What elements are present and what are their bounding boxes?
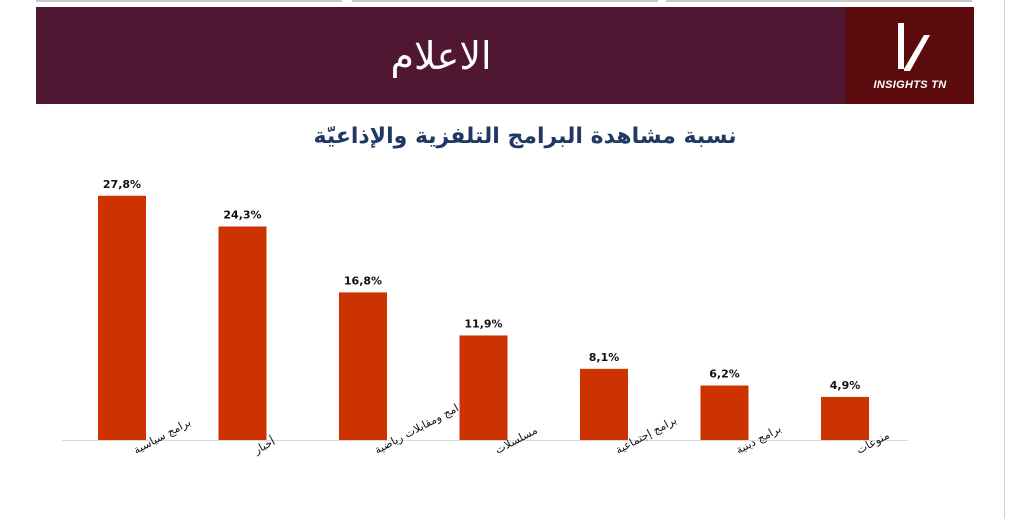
page-title: الاعلام (390, 33, 492, 78)
page-edge (1004, 0, 1005, 519)
data-label: 4,9% (830, 379, 861, 392)
data-label: 8,1% (589, 351, 620, 364)
tab-line (36, 0, 342, 2)
top-tab-strip (0, 0, 1011, 4)
bar (700, 385, 749, 440)
data-label: 24,3% (223, 209, 261, 222)
data-label: 6,2% (709, 368, 740, 381)
insights-logo-icon (898, 23, 930, 71)
logo-text: INSIGHTS TN (873, 79, 947, 91)
bar (821, 396, 869, 440)
header-banner: الاعلام (36, 7, 846, 104)
data-label: 11,9% (464, 317, 502, 330)
bar (580, 368, 628, 440)
data-label: 27,8% (103, 178, 141, 191)
bar (98, 195, 146, 440)
data-label: 16,8% (344, 274, 382, 287)
logo: INSIGHTS TN (846, 7, 974, 104)
tab-line (352, 0, 658, 2)
tab-line (666, 0, 972, 2)
bar (459, 335, 508, 440)
bar (339, 292, 387, 440)
bar (218, 226, 267, 440)
chart-title: نسبة مشاهدة البرامج التلفزية والإذاعيّة (313, 124, 737, 149)
